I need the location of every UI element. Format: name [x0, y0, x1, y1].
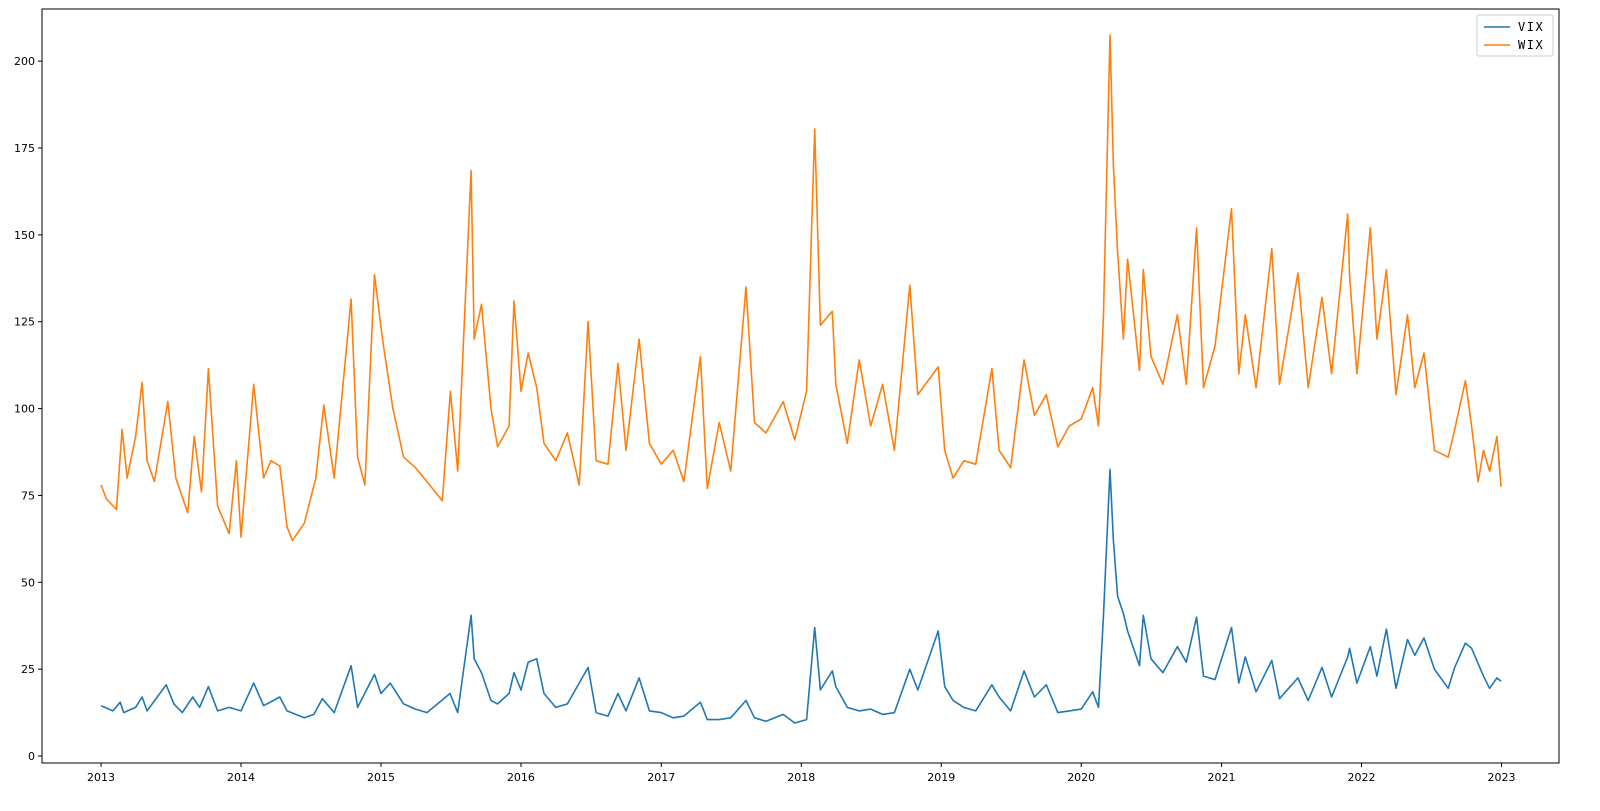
x-tick-label: 2021 — [1208, 771, 1236, 784]
x-tick-label: 2022 — [1348, 771, 1376, 784]
series-line-wix — [100, 34, 1502, 542]
x-tick-label: 2017 — [647, 771, 675, 784]
series-line-vix — [100, 468, 1502, 724]
y-tick-label: 150 — [14, 229, 35, 242]
y-tick-label: 50 — [21, 576, 35, 589]
y-tick-label: 0 — [28, 750, 35, 763]
y-tick-label: 25 — [21, 663, 35, 676]
x-tick-label: 2019 — [927, 771, 955, 784]
series-layer — [100, 34, 1502, 724]
y-tick-label: 200 — [14, 55, 35, 68]
plot-frame — [41, 8, 1560, 764]
x-tick-label: 2023 — [1487, 771, 1515, 784]
legend-label-vix: VIX — [1518, 20, 1544, 34]
y-tick-label: 100 — [14, 403, 35, 416]
x-axis: 2013 2014 2015 2016 2017 2018 2019 2020 2021 2022… — [87, 763, 1515, 784]
x-tick-label: 2013 — [87, 771, 115, 784]
y-tick-label: 75 — [21, 489, 35, 502]
legend: VIX WIX — [1476, 14, 1554, 57]
x-tick-label: 2015 — [367, 771, 395, 784]
y-tick-label: 175 — [14, 142, 35, 155]
legend-label-wix: WIX — [1518, 38, 1544, 52]
plot-area — [42, 9, 1559, 763]
x-tick-label: 2020 — [1067, 771, 1095, 784]
x-tick-label: 2014 — [227, 771, 255, 784]
x-tick-label: 2018 — [787, 771, 815, 784]
y-tick-label: 125 — [14, 316, 35, 329]
y-axis: 0 25 50 75 100 125 150 175 200 — [14, 55, 42, 763]
x-tick-label: 2016 — [507, 771, 535, 784]
